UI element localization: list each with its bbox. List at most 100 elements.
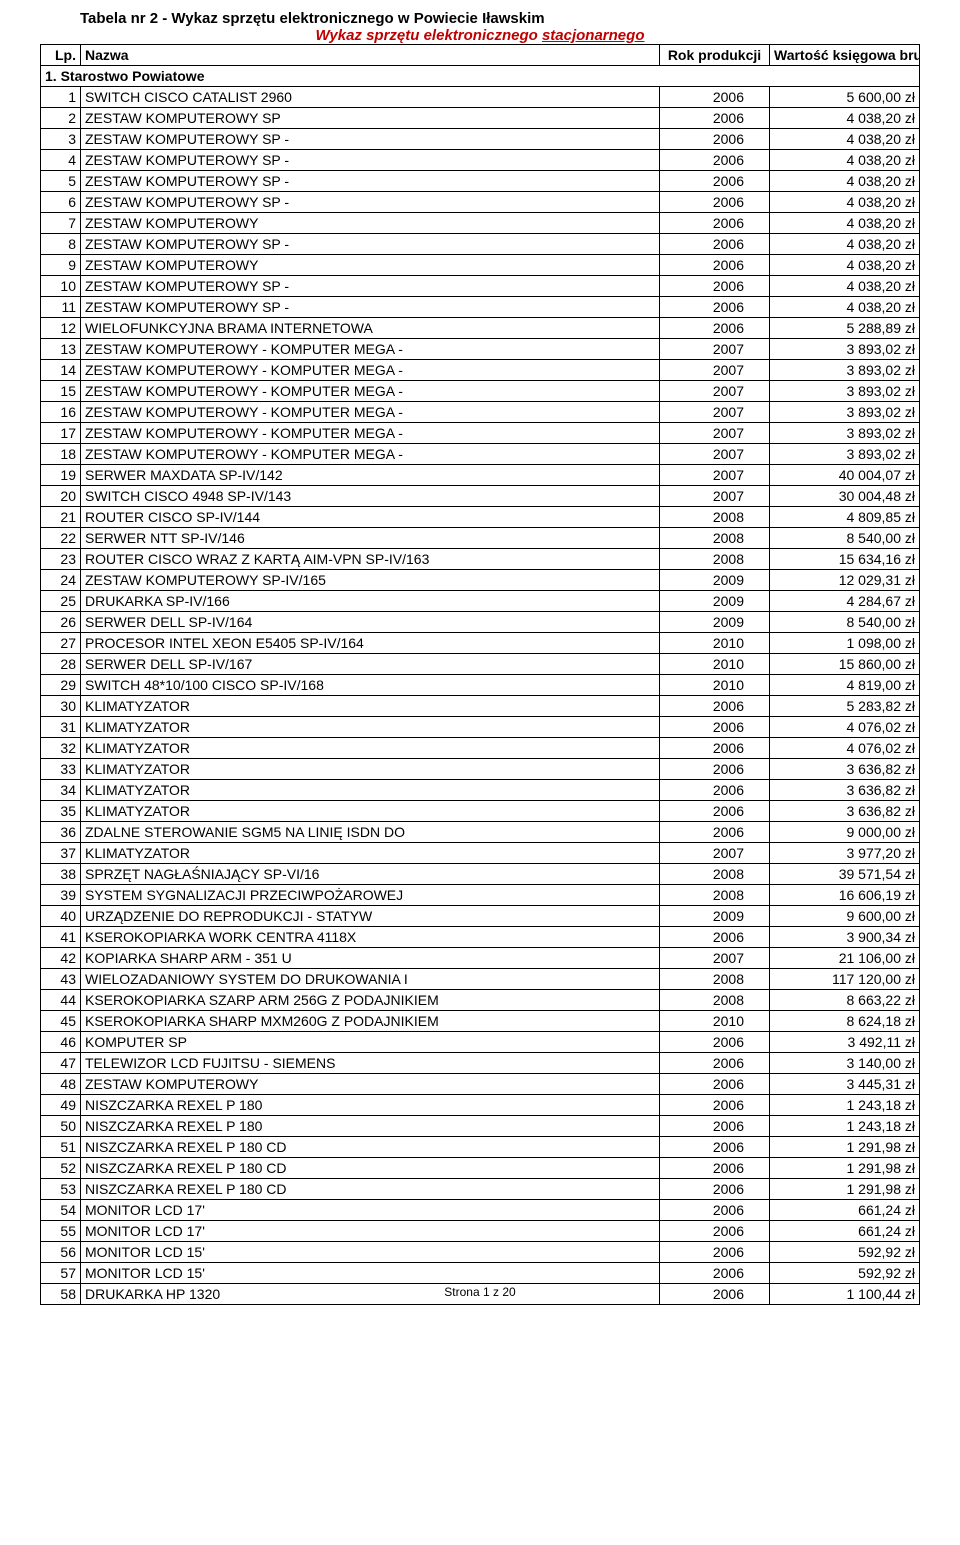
cell-year: 2008 [660, 969, 770, 990]
table-row: 37KLIMATYZATOR20073 977,20 zł [41, 843, 920, 864]
cell-name: PROCESOR INTEL XEON E5405 SP-IV/164 [81, 633, 660, 654]
cell-lp: 25 [41, 591, 81, 612]
cell-value: 12 029,31 zł [770, 570, 920, 591]
cell-year: 2008 [660, 507, 770, 528]
cell-year: 2008 [660, 528, 770, 549]
cell-name: ZESTAW KOMPUTEROWY - KOMPUTER MEGA - [81, 402, 660, 423]
cell-lp: 56 [41, 1242, 81, 1263]
cell-year: 2006 [660, 696, 770, 717]
cell-year: 2006 [660, 1116, 770, 1137]
table-row: 50NISZCZARKA REXEL P 18020061 243,18 zł [41, 1116, 920, 1137]
cell-year: 2007 [660, 444, 770, 465]
cell-year: 2009 [660, 591, 770, 612]
cell-lp: 50 [41, 1116, 81, 1137]
cell-year: 2006 [660, 1284, 770, 1305]
table-row: 18ZESTAW KOMPUTEROWY - KOMPUTER MEGA -20… [41, 444, 920, 465]
cell-value: 16 606,19 zł [770, 885, 920, 906]
cell-year: 2006 [660, 1242, 770, 1263]
table-row: 43WIELOZADANIOWY SYSTEM DO DRUKOWANIA I2… [41, 969, 920, 990]
cell-value: 8 540,00 zł [770, 528, 920, 549]
table-row: 53NISZCZARKA REXEL P 180 CD20061 291,98 … [41, 1179, 920, 1200]
cell-name: ZESTAW KOMPUTEROWY - KOMPUTER MEGA - [81, 360, 660, 381]
table-row: 20SWITCH CISCO 4948 SP-IV/143200730 004,… [41, 486, 920, 507]
cell-name: ZESTAW KOMPUTEROWY SP - [81, 150, 660, 171]
cell-year: 2006 [660, 234, 770, 255]
table-row: 12WIELOFUNKCYJNA BRAMA INTERNETOWA20065 … [41, 318, 920, 339]
cell-name: ZESTAW KOMPUTEROWY SP - [81, 276, 660, 297]
cell-year: 2008 [660, 990, 770, 1011]
cell-lp: 46 [41, 1032, 81, 1053]
cell-year: 2006 [660, 1095, 770, 1116]
subtitle-prefix: Wykaz sprzętu elektronicznego [316, 27, 542, 44]
cell-name: KLIMATYZATOR [81, 780, 660, 801]
cell-value: 3 893,02 zł [770, 339, 920, 360]
cell-year: 2006 [660, 150, 770, 171]
cell-lp: 26 [41, 612, 81, 633]
cell-name: ZESTAW KOMPUTEROWY SP - [81, 129, 660, 150]
cell-year: 2006 [660, 822, 770, 843]
cell-name: ZESTAW KOMPUTEROWY [81, 255, 660, 276]
cell-value: 39 571,54 zł [770, 864, 920, 885]
table-row: 58DRUKARKA HP 132020061 100,44 zł [41, 1284, 920, 1305]
cell-year: 2008 [660, 864, 770, 885]
cell-name: KOPIARKA SHARP ARM - 351 U [81, 948, 660, 969]
cell-year: 2010 [660, 1011, 770, 1032]
cell-name: ZDALNE STEROWANIE SGM5 NA LINIĘ ISDN DO [81, 822, 660, 843]
cell-name: KSEROKOPIARKA WORK CENTRA 4118X [81, 927, 660, 948]
cell-year: 2006 [660, 255, 770, 276]
cell-name: ZESTAW KOMPUTEROWY [81, 1074, 660, 1095]
cell-name: DRUKARKA HP 1320 [81, 1284, 660, 1305]
cell-value: 4 038,20 zł [770, 213, 920, 234]
cell-value: 1 100,44 zł [770, 1284, 920, 1305]
cell-year: 2010 [660, 633, 770, 654]
cell-value: 1 243,18 zł [770, 1116, 920, 1137]
cell-value: 4 819,00 zł [770, 675, 920, 696]
cell-value: 3 900,34 zł [770, 927, 920, 948]
table-row: 2ZESTAW KOMPUTEROWY SP20064 038,20 zł [41, 108, 920, 129]
cell-lp: 31 [41, 717, 81, 738]
cell-year: 2006 [660, 1158, 770, 1179]
cell-value: 5 283,82 zł [770, 696, 920, 717]
cell-year: 2006 [660, 1221, 770, 1242]
cell-lp: 27 [41, 633, 81, 654]
cell-value: 1 243,18 zł [770, 1095, 920, 1116]
cell-year: 2007 [660, 948, 770, 969]
cell-year: 2006 [660, 759, 770, 780]
cell-lp: 15 [41, 381, 81, 402]
cell-year: 2006 [660, 1074, 770, 1095]
table-row: 40URZĄDZENIE DO REPRODUKCJI - STATYW2009… [41, 906, 920, 927]
cell-year: 2008 [660, 549, 770, 570]
cell-name: KLIMATYZATOR [81, 843, 660, 864]
cell-lp: 17 [41, 423, 81, 444]
cell-value: 9 600,00 zł [770, 906, 920, 927]
cell-value: 3 977,20 zł [770, 843, 920, 864]
cell-name: ZESTAW KOMPUTEROWY SP - [81, 234, 660, 255]
cell-name: MONITOR LCD 17' [81, 1200, 660, 1221]
cell-value: 3 893,02 zł [770, 444, 920, 465]
table-row: 29SWITCH 48*10/100 CISCO SP-IV/16820104 … [41, 675, 920, 696]
cell-name: MONITOR LCD 15' [81, 1263, 660, 1284]
cell-value: 8 663,22 zł [770, 990, 920, 1011]
cell-year: 2006 [660, 171, 770, 192]
cell-value: 4 038,20 zł [770, 150, 920, 171]
section-label: 1. Starostwo Powiatowe [41, 66, 920, 87]
cell-lp: 8 [41, 234, 81, 255]
table-row: 56MONITOR LCD 15'2006592,92 zł [41, 1242, 920, 1263]
subtitle-underlined: stacjonarnego [542, 27, 645, 44]
cell-name: ZESTAW KOMPUTEROWY SP [81, 108, 660, 129]
cell-lp: 53 [41, 1179, 81, 1200]
section-row: 1. Starostwo Powiatowe [41, 66, 920, 87]
table-row: 41KSEROKOPIARKA WORK CENTRA 4118X20063 9… [41, 927, 920, 948]
cell-name: MONITOR LCD 17' [81, 1221, 660, 1242]
cell-value: 4 038,20 zł [770, 297, 920, 318]
table-row: 55MONITOR LCD 17'2006661,24 zł [41, 1221, 920, 1242]
table-row: 26SERWER DELL SP-IV/16420098 540,00 zł [41, 612, 920, 633]
cell-year: 2006 [660, 717, 770, 738]
cell-name: ZESTAW KOMPUTEROWY - KOMPUTER MEGA - [81, 339, 660, 360]
table-row: 28SERWER DELL SP-IV/167201015 860,00 zł [41, 654, 920, 675]
cell-value: 592,92 zł [770, 1242, 920, 1263]
cell-lp: 9 [41, 255, 81, 276]
cell-lp: 19 [41, 465, 81, 486]
table-row: 6ZESTAW KOMPUTEROWY SP -20064 038,20 zł [41, 192, 920, 213]
cell-lp: 11 [41, 297, 81, 318]
